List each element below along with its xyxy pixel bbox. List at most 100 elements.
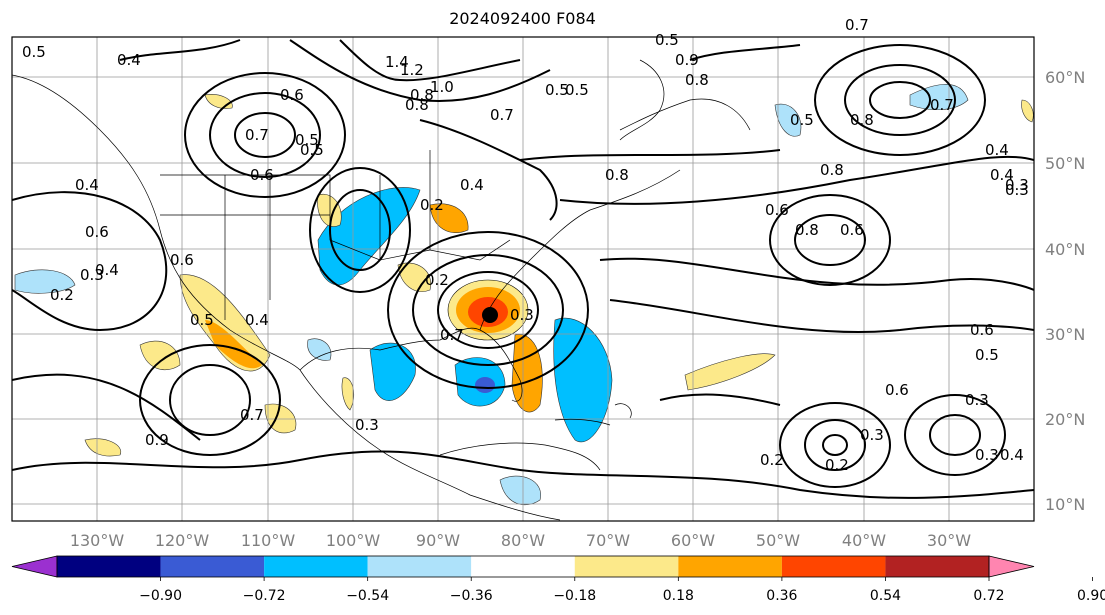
contour-label: 0.2: [50, 286, 74, 304]
contour-label: 0.7: [930, 96, 954, 114]
contour-label: 0.6: [840, 221, 864, 239]
contour-label: 0.2: [425, 271, 449, 289]
lon-label: 40°W: [842, 531, 886, 550]
contour-label: 0.3: [1005, 176, 1029, 194]
colorbar-tick-label: −0.90: [139, 588, 182, 604]
lon-label: 60°W: [671, 531, 715, 550]
contour-label: 1.2: [400, 61, 424, 79]
contour-label: 0.4: [990, 166, 1014, 184]
map-panel: [12, 37, 1034, 521]
contour-label: 0.7: [245, 126, 269, 144]
latitude-axis: 60°N 50°N 40°N 30°N 20°N 10°N: [1045, 68, 1085, 514]
yellow-anomaly-10: [1021, 99, 1034, 123]
contour-label: 0.9: [145, 431, 169, 449]
contour-label: 0.5: [300, 141, 324, 159]
colorbar-swatch: [57, 556, 161, 577]
colorbar-tick-label: −0.18: [553, 588, 596, 604]
contour-label: 0.4: [117, 51, 141, 69]
contour-label: 0.3: [860, 426, 884, 444]
contour-label: 0.8: [850, 111, 874, 129]
contour-label: 0.6: [85, 223, 109, 241]
contour-label: 0.8: [820, 161, 844, 179]
blue-anomaly-6: [14, 269, 76, 294]
contour-label: 0.5: [190, 311, 214, 329]
contour-label: 0.8: [605, 166, 629, 184]
colorbar-arrow-left: [11, 555, 58, 578]
lon-label: 70°W: [586, 531, 630, 550]
contour-label: 0.5: [975, 346, 999, 364]
blue-anomaly-5: [499, 475, 541, 506]
yellow-anomaly-2: [139, 340, 181, 371]
contour-label: 0.4: [985, 141, 1009, 159]
lon-label: 50°W: [756, 531, 800, 550]
contour-label: 0.5: [565, 81, 589, 99]
contour-label: 0.7: [440, 326, 464, 344]
contour-label: 0.8: [405, 96, 429, 114]
colorbar-tick-label: −0.72: [243, 588, 286, 604]
lat-label: 30°N: [1045, 325, 1085, 344]
contour-label: 0.7: [240, 406, 264, 424]
storm-center: [482, 307, 498, 323]
colorbar-swatch: [471, 556, 575, 577]
lon-label: 30°W: [927, 531, 971, 550]
colorbar-tick-label: 0.90: [1077, 588, 1105, 604]
coastlines: [12, 59, 751, 521]
yellow-anomaly-1: [179, 274, 271, 372]
contour-label: 0.8: [410, 86, 434, 104]
blue-anomaly-2: [369, 342, 416, 401]
contour-label: 1.4: [385, 53, 409, 71]
contour-labels: 0.5 0.4 1.41.21.00.80.70.6 0.50.40.60.40.60…: [22, 16, 1029, 474]
lat-label: 20°N: [1045, 410, 1085, 429]
contour-label: 0.5: [655, 31, 679, 49]
contour-label: 0.5: [545, 81, 569, 99]
yellow-anomaly-9: [341, 377, 354, 411]
colorbar-swatch: [678, 556, 782, 577]
colorbar-tick-label: −0.36: [450, 588, 493, 604]
contour-label: 0.3: [510, 306, 534, 324]
colorbar-tick-label: 0.18: [663, 588, 694, 604]
lon-label: 110°W: [241, 531, 296, 550]
contour-label: 0.7: [845, 16, 869, 34]
colorbar-swatch: [574, 556, 679, 577]
map-title: 2024092400 F084: [449, 9, 596, 28]
lat-label: 40°N: [1045, 240, 1085, 259]
contour-label: 0.6: [970, 321, 994, 339]
contour-label: 0.3: [975, 446, 999, 464]
lon-label: 90°W: [416, 531, 460, 550]
contour-label: 0.9: [675, 51, 699, 69]
orange-anomaly-2: [429, 203, 469, 234]
contour-label: 0.7: [490, 106, 514, 124]
blue-anomaly-8: [774, 103, 802, 137]
yellow-anomaly-6: [684, 353, 776, 391]
colorbar-swatch: [160, 556, 265, 577]
contour-label: 0.6: [170, 251, 194, 269]
contour-label: 0.6: [885, 381, 909, 399]
contour-label: 1.0: [430, 78, 454, 96]
colorbar-swatch: [367, 556, 472, 577]
contour-label: 0.8: [795, 221, 819, 239]
contour-label: 0.4: [1000, 446, 1024, 464]
colorbar-tick-label: −0.54: [346, 588, 389, 604]
colorbar-swatch: [264, 556, 368, 577]
colorbar-border: [56, 555, 990, 578]
contour-label: 0.3: [80, 266, 104, 284]
lat-label: 60°N: [1045, 68, 1085, 87]
contour-label: 0.2: [420, 196, 444, 214]
shaded-fields: [14, 84, 1034, 506]
contour-label: 0.5: [22, 43, 46, 61]
contour-label: 0.8: [685, 71, 709, 89]
colorbar-arrow-right: [988, 555, 1035, 578]
orange-anomaly-1: [205, 320, 262, 369]
contour-label: 0.6: [280, 86, 304, 104]
contour-label: 0.6: [765, 201, 789, 219]
yellow-anomaly-7: [84, 438, 122, 457]
blue-anomaly-9: [307, 338, 332, 361]
colorbar-tick-label: 0.72: [973, 588, 1004, 604]
colorbar-swatch: [781, 556, 886, 577]
blue-anomaly-1: [317, 187, 421, 286]
colorbar-tick-label: 0.54: [870, 588, 901, 604]
contour-label: 0.3: [1005, 181, 1029, 199]
lon-label: 120°W: [155, 531, 210, 550]
contour-label: 0.3: [965, 391, 989, 409]
